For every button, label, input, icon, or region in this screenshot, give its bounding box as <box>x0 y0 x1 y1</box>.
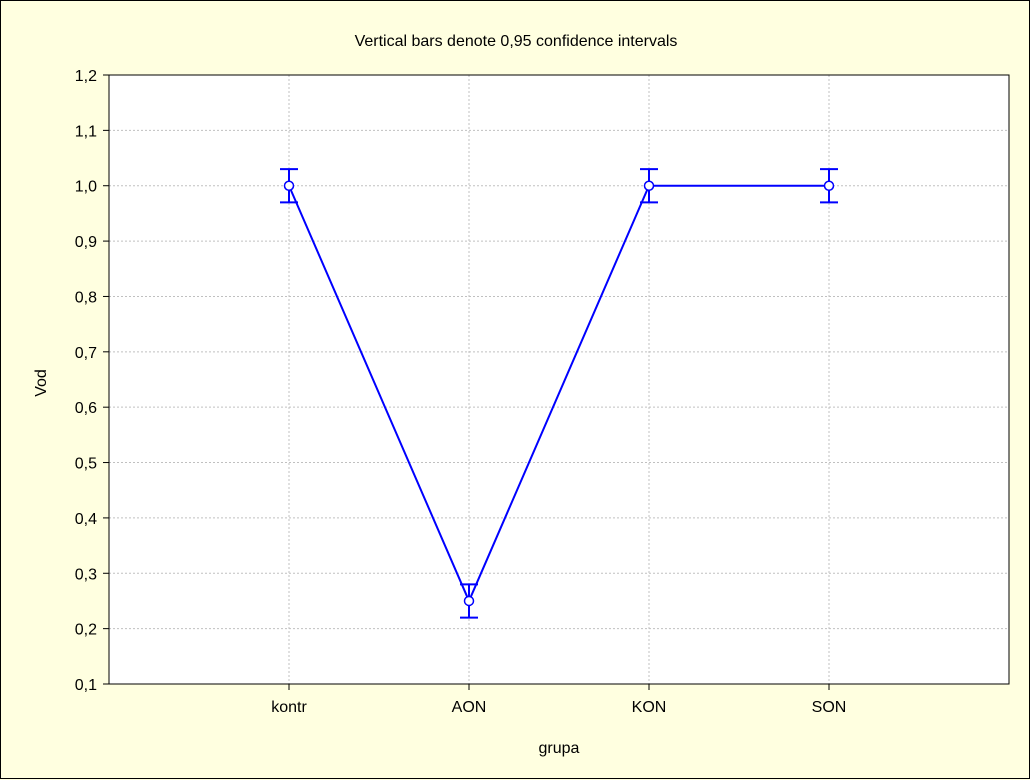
series-line <box>288 184 829 604</box>
y-tick-label: 0,4 <box>75 511 97 528</box>
data-point <box>823 180 835 191</box>
plot-border <box>108 74 1010 685</box>
x-axis-label: grupa <box>539 740 580 757</box>
data-point <box>283 180 295 191</box>
x-tick-label: kontr <box>271 699 307 716</box>
y-tick-label: 0,5 <box>75 456 97 473</box>
y-tick-label: 0,6 <box>75 400 97 417</box>
x-tick-label: KON <box>632 699 667 716</box>
chart-title: Vertical bars denote 0,95 confidence int… <box>355 33 678 50</box>
y-tick-label: 0,9 <box>75 234 97 251</box>
x-tick-label: AON <box>452 699 487 716</box>
y-tick-label: 1,0 <box>75 179 97 196</box>
y-tick-label: 0,1 <box>75 677 97 694</box>
y-tick-label: 1,2 <box>75 68 97 85</box>
data-point <box>463 595 475 607</box>
data-point <box>643 180 655 191</box>
y-tick-label: 0,7 <box>75 345 97 362</box>
y-tick-label: 0,8 <box>75 289 97 306</box>
y-axis-label: Vod <box>33 369 50 397</box>
x-tick-label: SON <box>812 699 847 716</box>
y-tick-label: 0,3 <box>75 566 97 583</box>
y-tick-label: 1,1 <box>75 123 97 140</box>
plot-area <box>109 75 1009 684</box>
y-tick-label: 0,2 <box>75 622 97 639</box>
